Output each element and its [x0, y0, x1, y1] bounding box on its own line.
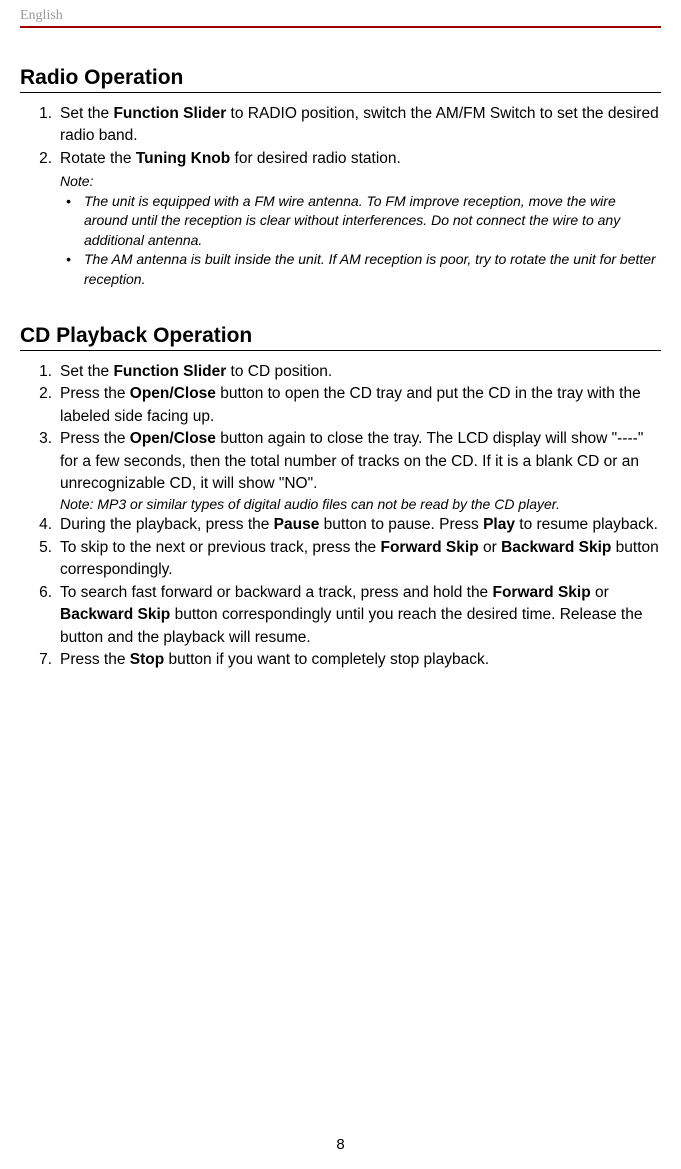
radio-item-1: Set the Function Slider to RADIO positio… [54, 103, 661, 148]
text: Press the [60, 385, 130, 402]
bold: Backward Skip [501, 539, 611, 556]
bold: Function Slider [113, 363, 226, 380]
note-label: Note: [60, 171, 661, 191]
bold: Forward Skip [493, 584, 591, 601]
cd-title: CD Playback Operation [20, 324, 661, 351]
cd-item-5: To skip to the next or previous track, p… [54, 537, 661, 582]
radio-title: Radio Operation [20, 66, 661, 93]
text: to resume playback. [515, 516, 658, 533]
cd-item-7: Press the Stop button if you want to com… [54, 649, 661, 671]
cd-item-2: Press the Open/Close button to open the … [54, 383, 661, 428]
header-language: English [20, 8, 661, 24]
page-number: 8 [0, 1136, 681, 1153]
note-bullets: The unit is equipped with a FM wire ante… [60, 192, 661, 290]
bold: Backward Skip [60, 606, 170, 623]
bold: Stop [130, 651, 164, 668]
radio-item-2: Rotate the Tuning Knob for desired radio… [54, 148, 661, 290]
bold: Function Slider [113, 105, 226, 122]
radio-section: Radio Operation Set the Function Slider … [20, 66, 661, 290]
bold: Play [483, 516, 515, 533]
text: button if you want to completely stop pl… [164, 651, 489, 668]
text: or [479, 539, 501, 556]
bold: Open/Close [130, 430, 216, 447]
text: Press the [60, 430, 130, 447]
cd-item-6: To search fast forward or backward a tra… [54, 582, 661, 649]
bold: Tuning Knob [136, 150, 230, 167]
cd-list: Set the Function Slider to CD position. … [20, 361, 661, 672]
text: To skip to the next or previous track, p… [60, 539, 380, 556]
header-divider [20, 26, 661, 28]
cd-item-4: During the playback, press the Pause but… [54, 514, 661, 536]
text: To search fast forward or backward a tra… [60, 584, 493, 601]
text: Set the [60, 363, 113, 380]
text: or [591, 584, 609, 601]
cd-item-3-note: Note: MP3 or similar types of digital au… [60, 495, 661, 514]
cd-item-1: Set the Function Slider to CD position. [54, 361, 661, 383]
radio-list: Set the Function Slider to RADIO positio… [20, 103, 661, 290]
cd-section: CD Playback Operation Set the Function S… [20, 324, 661, 672]
text: Rotate the [60, 150, 136, 167]
text: Set the [60, 105, 113, 122]
text: Press the [60, 651, 130, 668]
note-bullet-1: The unit is equipped with a FM wire ante… [80, 192, 661, 251]
text: During the playback, press the [60, 516, 274, 533]
cd-item-3: Press the Open/Close button again to clo… [54, 428, 661, 514]
bold: Pause [274, 516, 320, 533]
text: button to pause. Press [319, 516, 483, 533]
bold: Open/Close [130, 385, 216, 402]
bold: Forward Skip [380, 539, 478, 556]
text: for desired radio station. [230, 150, 401, 167]
text: to CD position. [226, 363, 332, 380]
note-bullet-2: The AM antenna is built inside the unit.… [80, 250, 661, 289]
